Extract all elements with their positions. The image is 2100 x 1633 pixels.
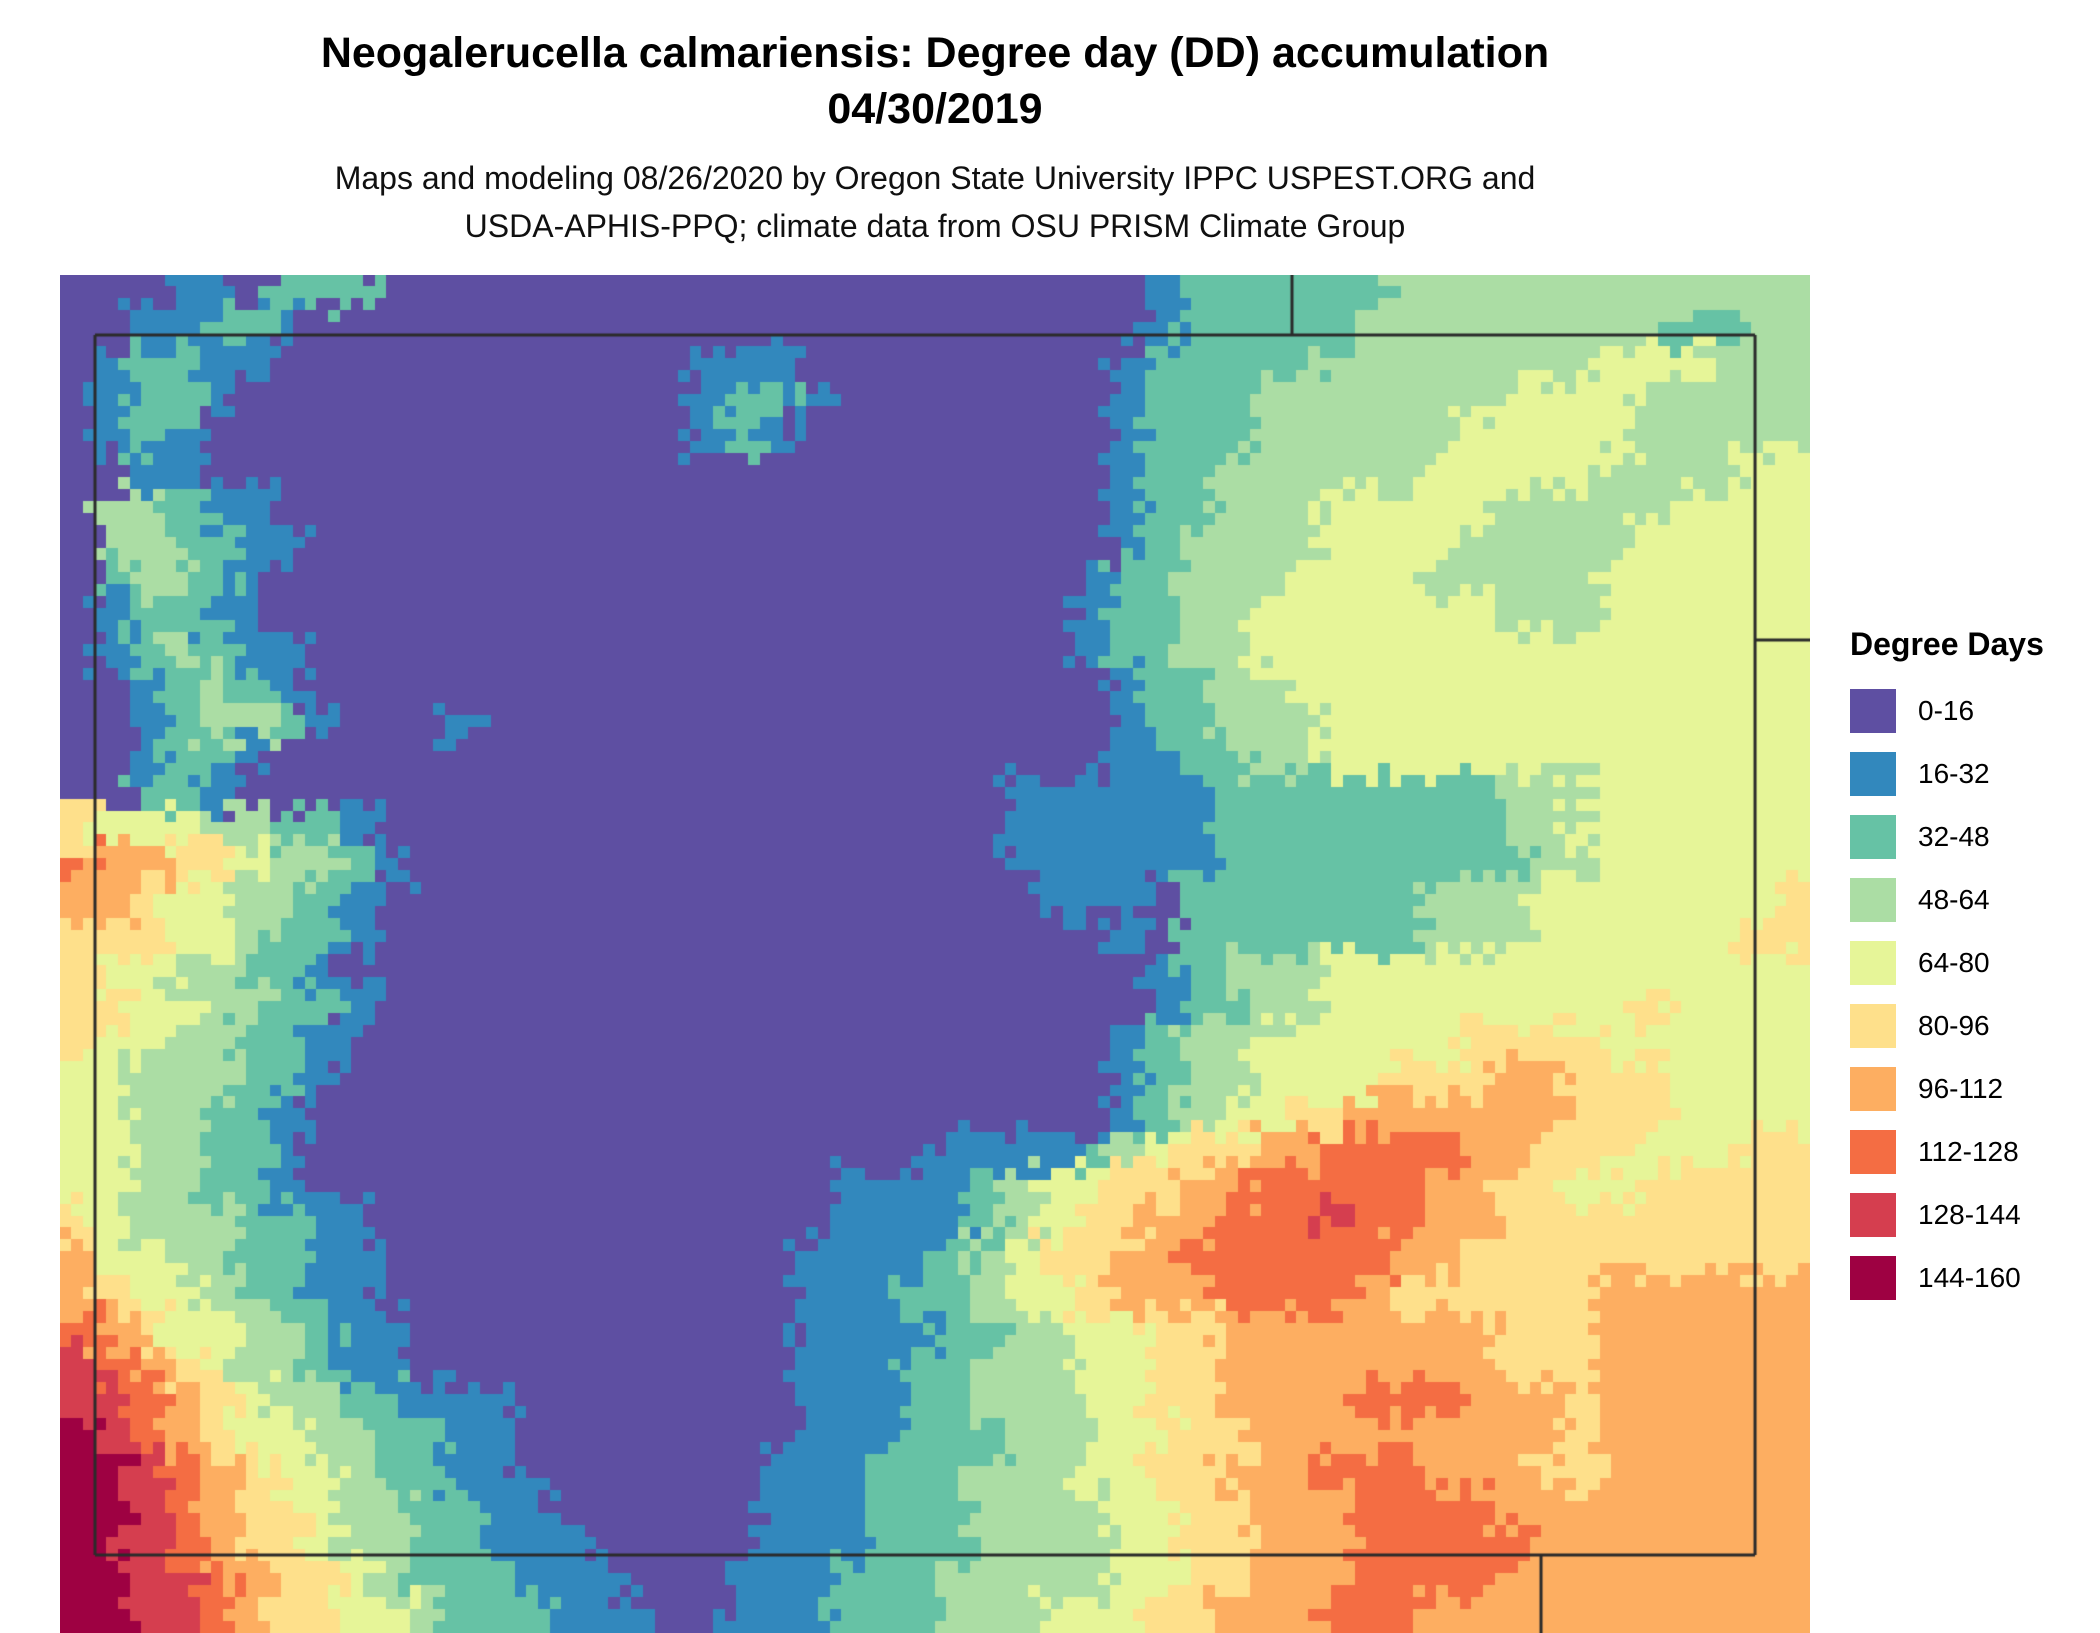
legend-label: 112-128: [1918, 1136, 2019, 1167]
subtitle-line-1: Maps and modeling 08/26/2020 by Oregon S…: [334, 159, 1536, 196]
legend-swatch: [1850, 1004, 1896, 1048]
legend-title: Degree Days: [1850, 626, 2044, 662]
map-canvas: [60, 275, 1810, 1633]
legend-label: 64-80: [1918, 947, 1990, 978]
legend-swatch: [1850, 815, 1896, 859]
legend-label: 80-96: [1918, 1010, 1990, 1041]
legend-swatch: [1850, 878, 1896, 922]
page-title-date: 04/30/2019: [827, 84, 1043, 133]
legend-entry: 16-32: [1850, 752, 2096, 796]
legend-entry: 80-96: [1850, 1004, 2096, 1048]
legend-entries: 0-16 16-32 32-48 48-64 64-80 80-96 96-112 112-1…: [1850, 689, 2096, 1300]
legend-label: 0-16: [1918, 695, 1975, 726]
legend-label: 16-32: [1918, 758, 1990, 789]
subtitle-line-2: USDA-APHIS-PPQ; climate data from OSU PR…: [464, 207, 1406, 244]
page-title: Neogalerucella calmariensis: Degree day …: [320, 29, 1550, 77]
header: Neogalerucella calmariensis: Degree day …: [0, 26, 1870, 250]
legend-entry: 0-16: [1850, 689, 2096, 733]
legend-entry: 144-160: [1850, 1256, 2096, 1300]
legend-entry: 128-144: [1850, 1193, 2096, 1237]
legend-swatch: [1850, 1130, 1896, 1174]
subtitle: Maps and modeling 08/26/2020 by Oregon S…: [0, 154, 1870, 250]
legend-entry: 96-112: [1850, 1067, 2096, 1111]
legend-label: 48-64: [1918, 884, 1990, 915]
legend-swatch: [1850, 689, 1896, 733]
legend-entry: 32-48: [1850, 815, 2096, 859]
legend-swatch: [1850, 1067, 1896, 1111]
legend-entry: 112-128: [1850, 1130, 2096, 1174]
legend-swatch: [1850, 1256, 1896, 1300]
legend-swatch: [1850, 752, 1896, 796]
legend-swatch: [1850, 1193, 1896, 1237]
legend: Degree Days 0-16 16-32 32-48 48-64 64-80 80-9…: [1850, 626, 2096, 1319]
legend-label: 96-112: [1918, 1073, 2004, 1104]
legend-label: 144-160: [1918, 1262, 2021, 1293]
legend-entry: 64-80: [1850, 941, 2096, 985]
legend-label: 32-48: [1918, 821, 1990, 852]
legend-label: 128-144: [1918, 1199, 2021, 1230]
legend-swatch: [1850, 941, 1896, 985]
legend-entry: 48-64: [1850, 878, 2096, 922]
